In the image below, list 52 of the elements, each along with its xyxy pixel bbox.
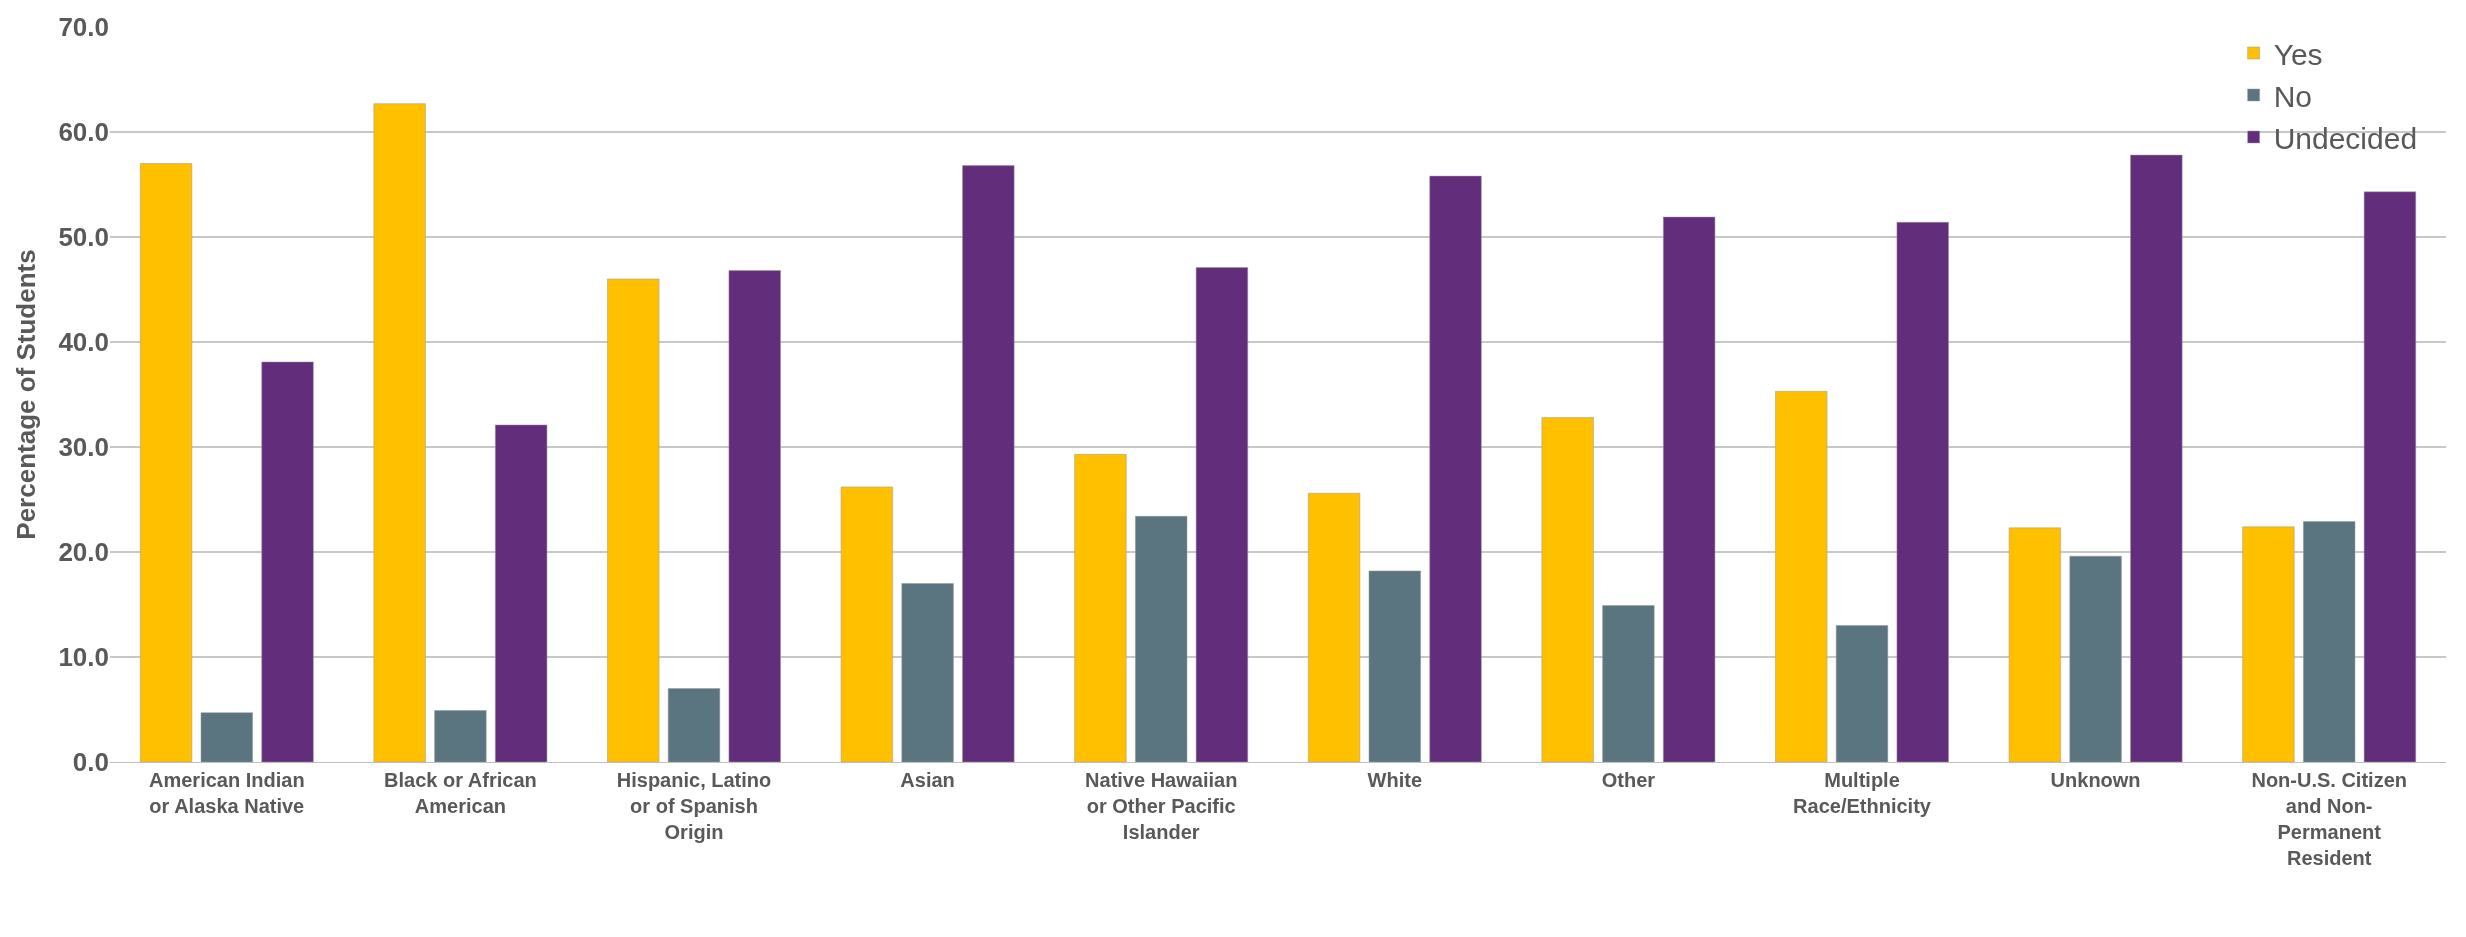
legend-label: No (2273, 79, 2312, 113)
bar (1308, 492, 1361, 762)
bar (2130, 154, 2183, 762)
bar (1368, 570, 1421, 762)
bar (434, 710, 487, 762)
bar (200, 712, 253, 762)
bar (962, 165, 1015, 762)
bar (1835, 625, 1889, 762)
bar (1602, 605, 1655, 762)
bar (1775, 391, 1828, 762)
bar (1896, 222, 1949, 762)
x-tick-label: American Indian or Alaska Native (149, 769, 305, 817)
bar (607, 278, 660, 762)
bar (2303, 521, 2356, 762)
y-tick-label: 0.0 (72, 747, 109, 778)
x-tick-label: Multiple Race/Ethnicity (1793, 769, 1932, 817)
bar (2242, 526, 2295, 762)
bar (1195, 267, 1248, 762)
bar (261, 361, 314, 762)
x-tick-label: Black or African American (384, 769, 537, 817)
bar (1074, 454, 1127, 762)
y-tick-label: 30.0 (58, 432, 109, 463)
bar (1541, 417, 1594, 762)
bar (140, 163, 193, 762)
y-tick-label: 70.0 (58, 12, 109, 43)
bar (373, 103, 426, 762)
bar (2008, 527, 2061, 762)
x-tick-label: Asian (900, 769, 955, 791)
y-tick-label: 20.0 (58, 537, 109, 568)
x-tick-label: Unknown (2050, 769, 2141, 791)
x-tick-label: Hispanic, Latino or of Spanish Origin (616, 769, 772, 843)
bar (1135, 516, 1188, 762)
y-tick-label: 50.0 (58, 222, 109, 253)
bar (1429, 175, 1482, 762)
bar (728, 270, 781, 762)
bar (2363, 191, 2416, 762)
legend-label: Yes (2273, 37, 2323, 71)
x-tick-label: Other (1601, 769, 1656, 791)
bar (1663, 216, 1716, 762)
x-tick-label: Non-U.S. Citizen and Non-Permanent Resident (2251, 769, 2407, 869)
y-tick-label: 40.0 (58, 327, 109, 358)
bar (667, 688, 721, 762)
y-tick-label: 60.0 (58, 117, 109, 148)
y-axis-title: Percentage of Students (10, 249, 41, 540)
x-tick-label: Native Hawaiian or Other Pacific Islander (1085, 769, 1238, 843)
legend-label: Undecided (2273, 121, 2418, 155)
bar (495, 424, 548, 762)
y-tick-label: 10.0 (58, 642, 109, 673)
bar (2069, 555, 2122, 762)
bar (901, 583, 954, 762)
x-tick-label: White (1367, 769, 1423, 791)
bar (840, 486, 893, 762)
